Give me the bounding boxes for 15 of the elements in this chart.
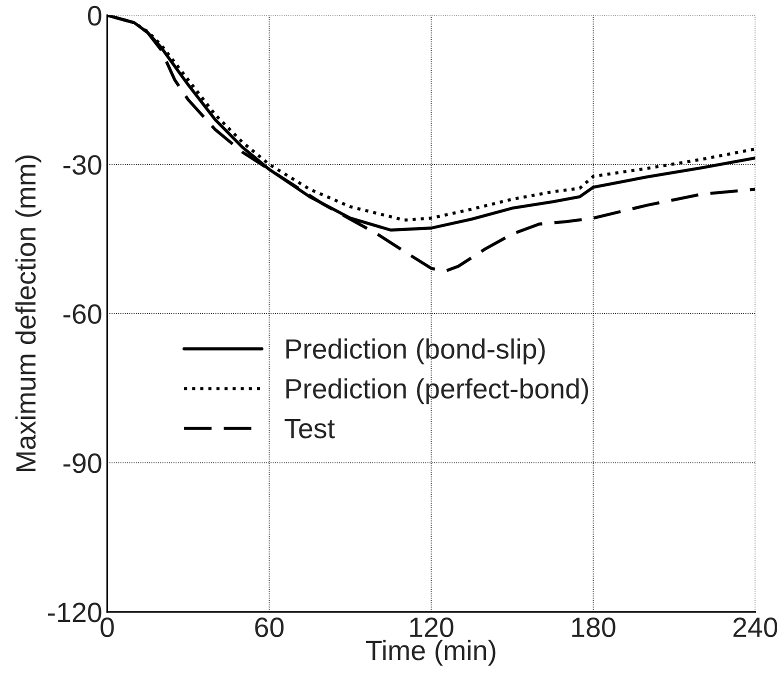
legend-label: Prediction (perfect-bond) [286, 378, 588, 404]
y-tick-label: 0 [88, 6, 102, 26]
x-tick-label: 60 [255, 618, 284, 638]
y-tick-label: -120 [48, 602, 102, 622]
y-tick-label: -30 [63, 155, 102, 175]
x-tick-label: 180 [572, 618, 616, 638]
legend-label: Test [284, 419, 335, 438]
x-tick-label: 240 [733, 618, 777, 638]
y-tick-label: -60 [63, 304, 102, 324]
legend-label: Prediction (bond-slip) [286, 338, 545, 364]
y-axis-title: Maximum deflection (mm) [15, 156, 42, 472]
x-tick-label: 0 [100, 618, 114, 638]
x-axis-title: Time (min) [366, 640, 496, 666]
y-tick-label: -90 [63, 453, 102, 474]
x-tick-label: 120 [410, 618, 454, 638]
